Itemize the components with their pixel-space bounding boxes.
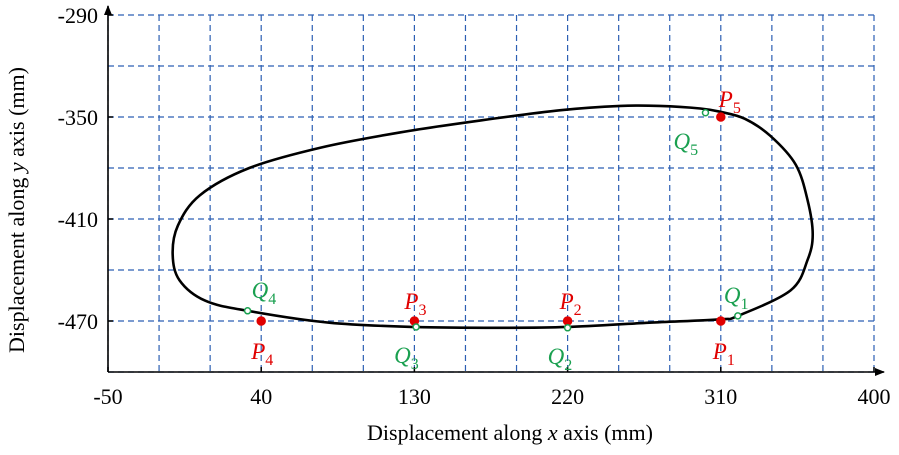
point-label-subscript: 5 — [733, 100, 741, 117]
point-label-letter: P — [559, 289, 574, 314]
point-label-letter: Q — [724, 283, 741, 308]
x-tick-label: 310 — [704, 384, 737, 409]
key-point — [701, 109, 710, 117]
point-label-subscript: 3 — [411, 356, 419, 373]
x-tick-label: -50 — [93, 384, 122, 409]
point-label: Q2 — [548, 344, 573, 374]
y-axis-label-part: y — [4, 162, 29, 174]
key-point — [563, 324, 572, 332]
point-label: P2 — [559, 289, 582, 319]
x-tick-label: 400 — [858, 384, 891, 409]
x-axis-label: Displacement along x axis (mm) — [367, 420, 653, 445]
point-label: Q1 — [724, 283, 749, 313]
point-label-letter: Q — [394, 343, 411, 368]
x-tick-label: 40 — [250, 384, 272, 409]
key-point — [256, 316, 266, 326]
point-label: P3 — [403, 289, 426, 319]
y-axis-label-part: axis (mm) — [4, 67, 29, 162]
y-axis-label: Displacement along y axis (mm) — [4, 67, 29, 353]
x-axis-label-part: x — [547, 420, 558, 445]
point-label-letter: Q — [548, 344, 565, 369]
trajectory — [171, 104, 815, 330]
y-tick-label: -410 — [58, 207, 98, 232]
point-label-letter: P — [250, 339, 265, 364]
point-label: Q3 — [394, 343, 419, 373]
point-label: Q5 — [673, 129, 698, 159]
point-label-subscript: 4 — [268, 291, 276, 308]
key-point — [716, 112, 726, 122]
key-point — [734, 312, 742, 320]
point-label-letter: P — [712, 339, 727, 364]
point-label: P4 — [250, 339, 273, 369]
point-label: P1 — [712, 339, 735, 369]
x-tick-label: 220 — [551, 384, 584, 409]
key-point — [716, 316, 726, 326]
key-point — [562, 316, 573, 326]
x-axis-label-part: axis (mm) — [558, 420, 653, 445]
point-label-subscript: 4 — [265, 352, 273, 369]
grid — [107, 14, 875, 373]
point-label-subscript: 1 — [727, 352, 735, 369]
point-label-subscript: 1 — [740, 296, 748, 313]
point-label-subscript: 2 — [574, 302, 582, 319]
point-label-letter: Q — [673, 129, 690, 154]
y-axis-label-part: Displacement along — [4, 172, 29, 353]
point-label-subscript: 2 — [564, 357, 572, 374]
key-point — [412, 323, 420, 331]
key-point — [243, 307, 252, 315]
point-label-subscript: 5 — [690, 142, 698, 159]
point-label-letter: P — [403, 289, 418, 314]
point-label-letter: P — [718, 87, 733, 112]
y-tick-label: -470 — [58, 309, 98, 334]
point-label-subscript: 3 — [418, 302, 426, 319]
point-label: P5 — [718, 87, 741, 117]
x-axis-label-part: Displacement along — [367, 420, 548, 445]
point-label: Q4 — [252, 278, 277, 308]
x-tick-label: 130 — [398, 384, 431, 409]
y-tick-label: -290 — [58, 3, 98, 28]
point-label-letter: Q — [252, 278, 269, 303]
y-tick-label: -350 — [58, 105, 98, 130]
